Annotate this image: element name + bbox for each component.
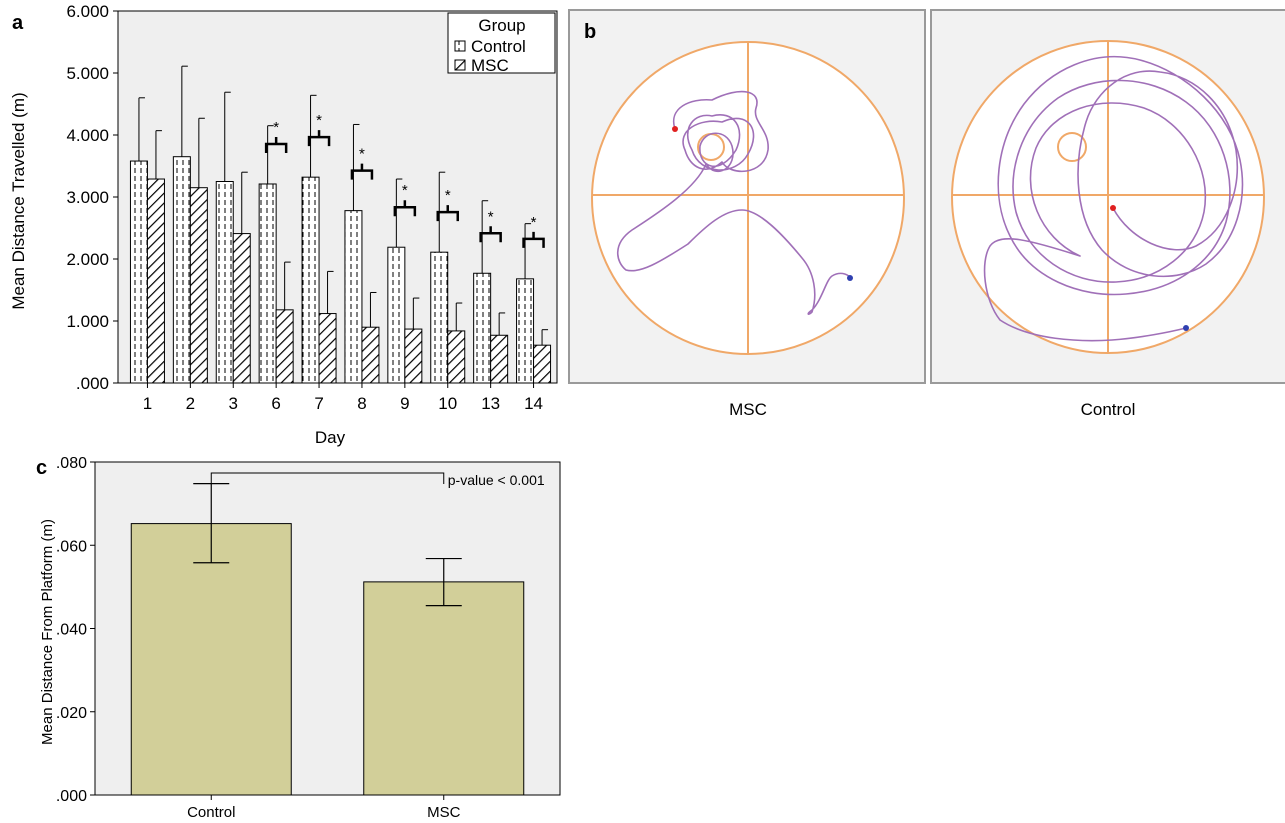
panel-a-x-tick-label: 14 xyxy=(524,394,543,413)
panel-a-y-tick-label: 6.000 xyxy=(66,2,109,21)
panel-a-x-tick-label: 3 xyxy=(229,394,238,413)
panel-a-significance-marker: * xyxy=(488,208,494,225)
panel-a-legend-swatch xyxy=(454,59,466,71)
panel-a-bar-msc xyxy=(533,344,552,384)
panel-a-bar-msc xyxy=(146,178,165,384)
panel-b-letter: b xyxy=(584,21,596,43)
panel-a-x-tick-label: 1 xyxy=(143,394,152,413)
panel-a-significance-marker: * xyxy=(273,119,279,136)
panel-a-bar-msc xyxy=(361,326,380,384)
panel-a-significance-bracket xyxy=(479,226,502,243)
panel-a-x-tick-label: 10 xyxy=(438,394,457,413)
panel-a-significance-marker: * xyxy=(402,182,408,199)
control-platform-marker xyxy=(1057,132,1087,162)
panel-a-bar-control xyxy=(172,156,191,384)
panel-a-y-tick-label: 3.000 xyxy=(66,188,109,207)
panel-c-x-tick-label: Control xyxy=(187,804,235,821)
panel-a-significance-marker: * xyxy=(531,214,537,231)
msc-track-caption: MSC xyxy=(729,400,767,419)
panel-a-bar-msc xyxy=(447,330,466,384)
panel-a-y-tick-label: 5.000 xyxy=(66,64,109,83)
panel-a-bar-control xyxy=(387,246,406,384)
panel-a-y-axis-label: Mean Distance Travelled (m) xyxy=(9,92,28,309)
panel-a-bar-control xyxy=(516,278,535,384)
panel-a-x-tick-label: 2 xyxy=(186,394,195,413)
msc-arena xyxy=(591,41,905,355)
panel-a-legend-box xyxy=(447,12,556,74)
panel-c-y-tick-label: .040 xyxy=(56,622,87,639)
panel-a-significance-bracket xyxy=(264,136,288,153)
panel-a-bar-control xyxy=(129,160,148,384)
panel-a-letter: a xyxy=(12,12,24,34)
msc-end-point xyxy=(847,275,853,281)
panel-c-p-value-annotation: p-value < 0.001 xyxy=(448,472,545,488)
panel-a-legend-swatch xyxy=(454,40,466,52)
panel-c-comparison-bracket xyxy=(210,472,445,484)
panel-c-y-axis-label: Mean Distance From Platform (m) xyxy=(39,519,56,745)
panel-a-bar-msc xyxy=(189,187,208,384)
panel-a-x-tick-label: 8 xyxy=(357,394,366,413)
panel-c-y-tick-label: .060 xyxy=(56,538,87,555)
panel-a-bar-control xyxy=(430,251,449,384)
panel-a-bar-msc xyxy=(404,328,423,384)
panel-a-significance-marker: * xyxy=(445,187,451,204)
panel-a-y-tick-label: 1.000 xyxy=(66,312,109,331)
panel-a-y-tick-label: .000 xyxy=(76,374,109,393)
panel-a-legend-label: Control xyxy=(471,37,526,56)
panel-a-bar-control xyxy=(301,176,320,384)
panel-a-bar-control xyxy=(258,183,277,384)
panel-a-bar-control xyxy=(344,210,363,384)
panel-a-x-tick-label: 13 xyxy=(481,394,500,413)
panel-a-significance-bracket xyxy=(522,231,545,248)
control-track-caption: Control xyxy=(1081,400,1136,419)
panel-a-significance-bracket xyxy=(307,130,331,147)
panel-a-x-tick-label: 7 xyxy=(314,394,323,413)
msc-swim-path xyxy=(616,90,851,315)
panel-a-x-tick-label: 6 xyxy=(271,394,280,413)
panel-a-significance-marker: * xyxy=(316,112,322,129)
panel-b-tracks: b MSC Control xyxy=(568,9,1285,419)
panel-a-bar-msc xyxy=(490,334,509,384)
control-swim-path xyxy=(983,55,1244,342)
panel-c-y-tick-label: .020 xyxy=(56,705,87,722)
panel-c-x-tick-label: MSC xyxy=(427,804,461,821)
panel-a-significance-marker: * xyxy=(359,146,365,163)
panel-c-letter: c xyxy=(36,457,47,479)
panel-a-bar-msc xyxy=(318,313,337,384)
panel-a-significance-bracket xyxy=(436,205,459,222)
panel-c-chart: c .000 .020 .040 .060 .080 Control MSC p-value … xyxy=(36,455,561,821)
panel-a-legend-title: Group xyxy=(478,16,525,35)
panel-c-y-tick-label: .000 xyxy=(56,788,87,805)
panel-a-bar-msc xyxy=(275,309,294,384)
control-end-point xyxy=(1183,325,1189,331)
panel-c-bar-msc xyxy=(363,581,525,796)
panel-a-x-axis-label: Day xyxy=(315,428,346,447)
panel-a-legend-label: MSC xyxy=(471,56,509,75)
panel-a-significance-bracket xyxy=(393,200,417,217)
control-arena xyxy=(951,40,1265,354)
panel-a-bar-msc xyxy=(232,233,251,384)
panel-a-y-tick-label: 2.000 xyxy=(66,250,109,269)
control-start-point xyxy=(1110,205,1116,211)
panel-c-y-tick-label: .080 xyxy=(56,455,87,472)
panel-a-y-tick-label: 4.000 xyxy=(66,126,109,145)
msc-start-point xyxy=(672,126,678,132)
panel-a-chart: a .000 1.000 2.000 3.000 4.000 5.000 6.000 1 2 3 6… xyxy=(9,2,558,447)
panel-c-bar-control xyxy=(130,523,292,796)
panel-a-significance-bracket xyxy=(350,163,374,180)
panel-a-bar-control xyxy=(215,181,234,384)
panel-a-bar-control xyxy=(473,272,492,384)
panel-a-x-tick-label: 9 xyxy=(400,394,409,413)
